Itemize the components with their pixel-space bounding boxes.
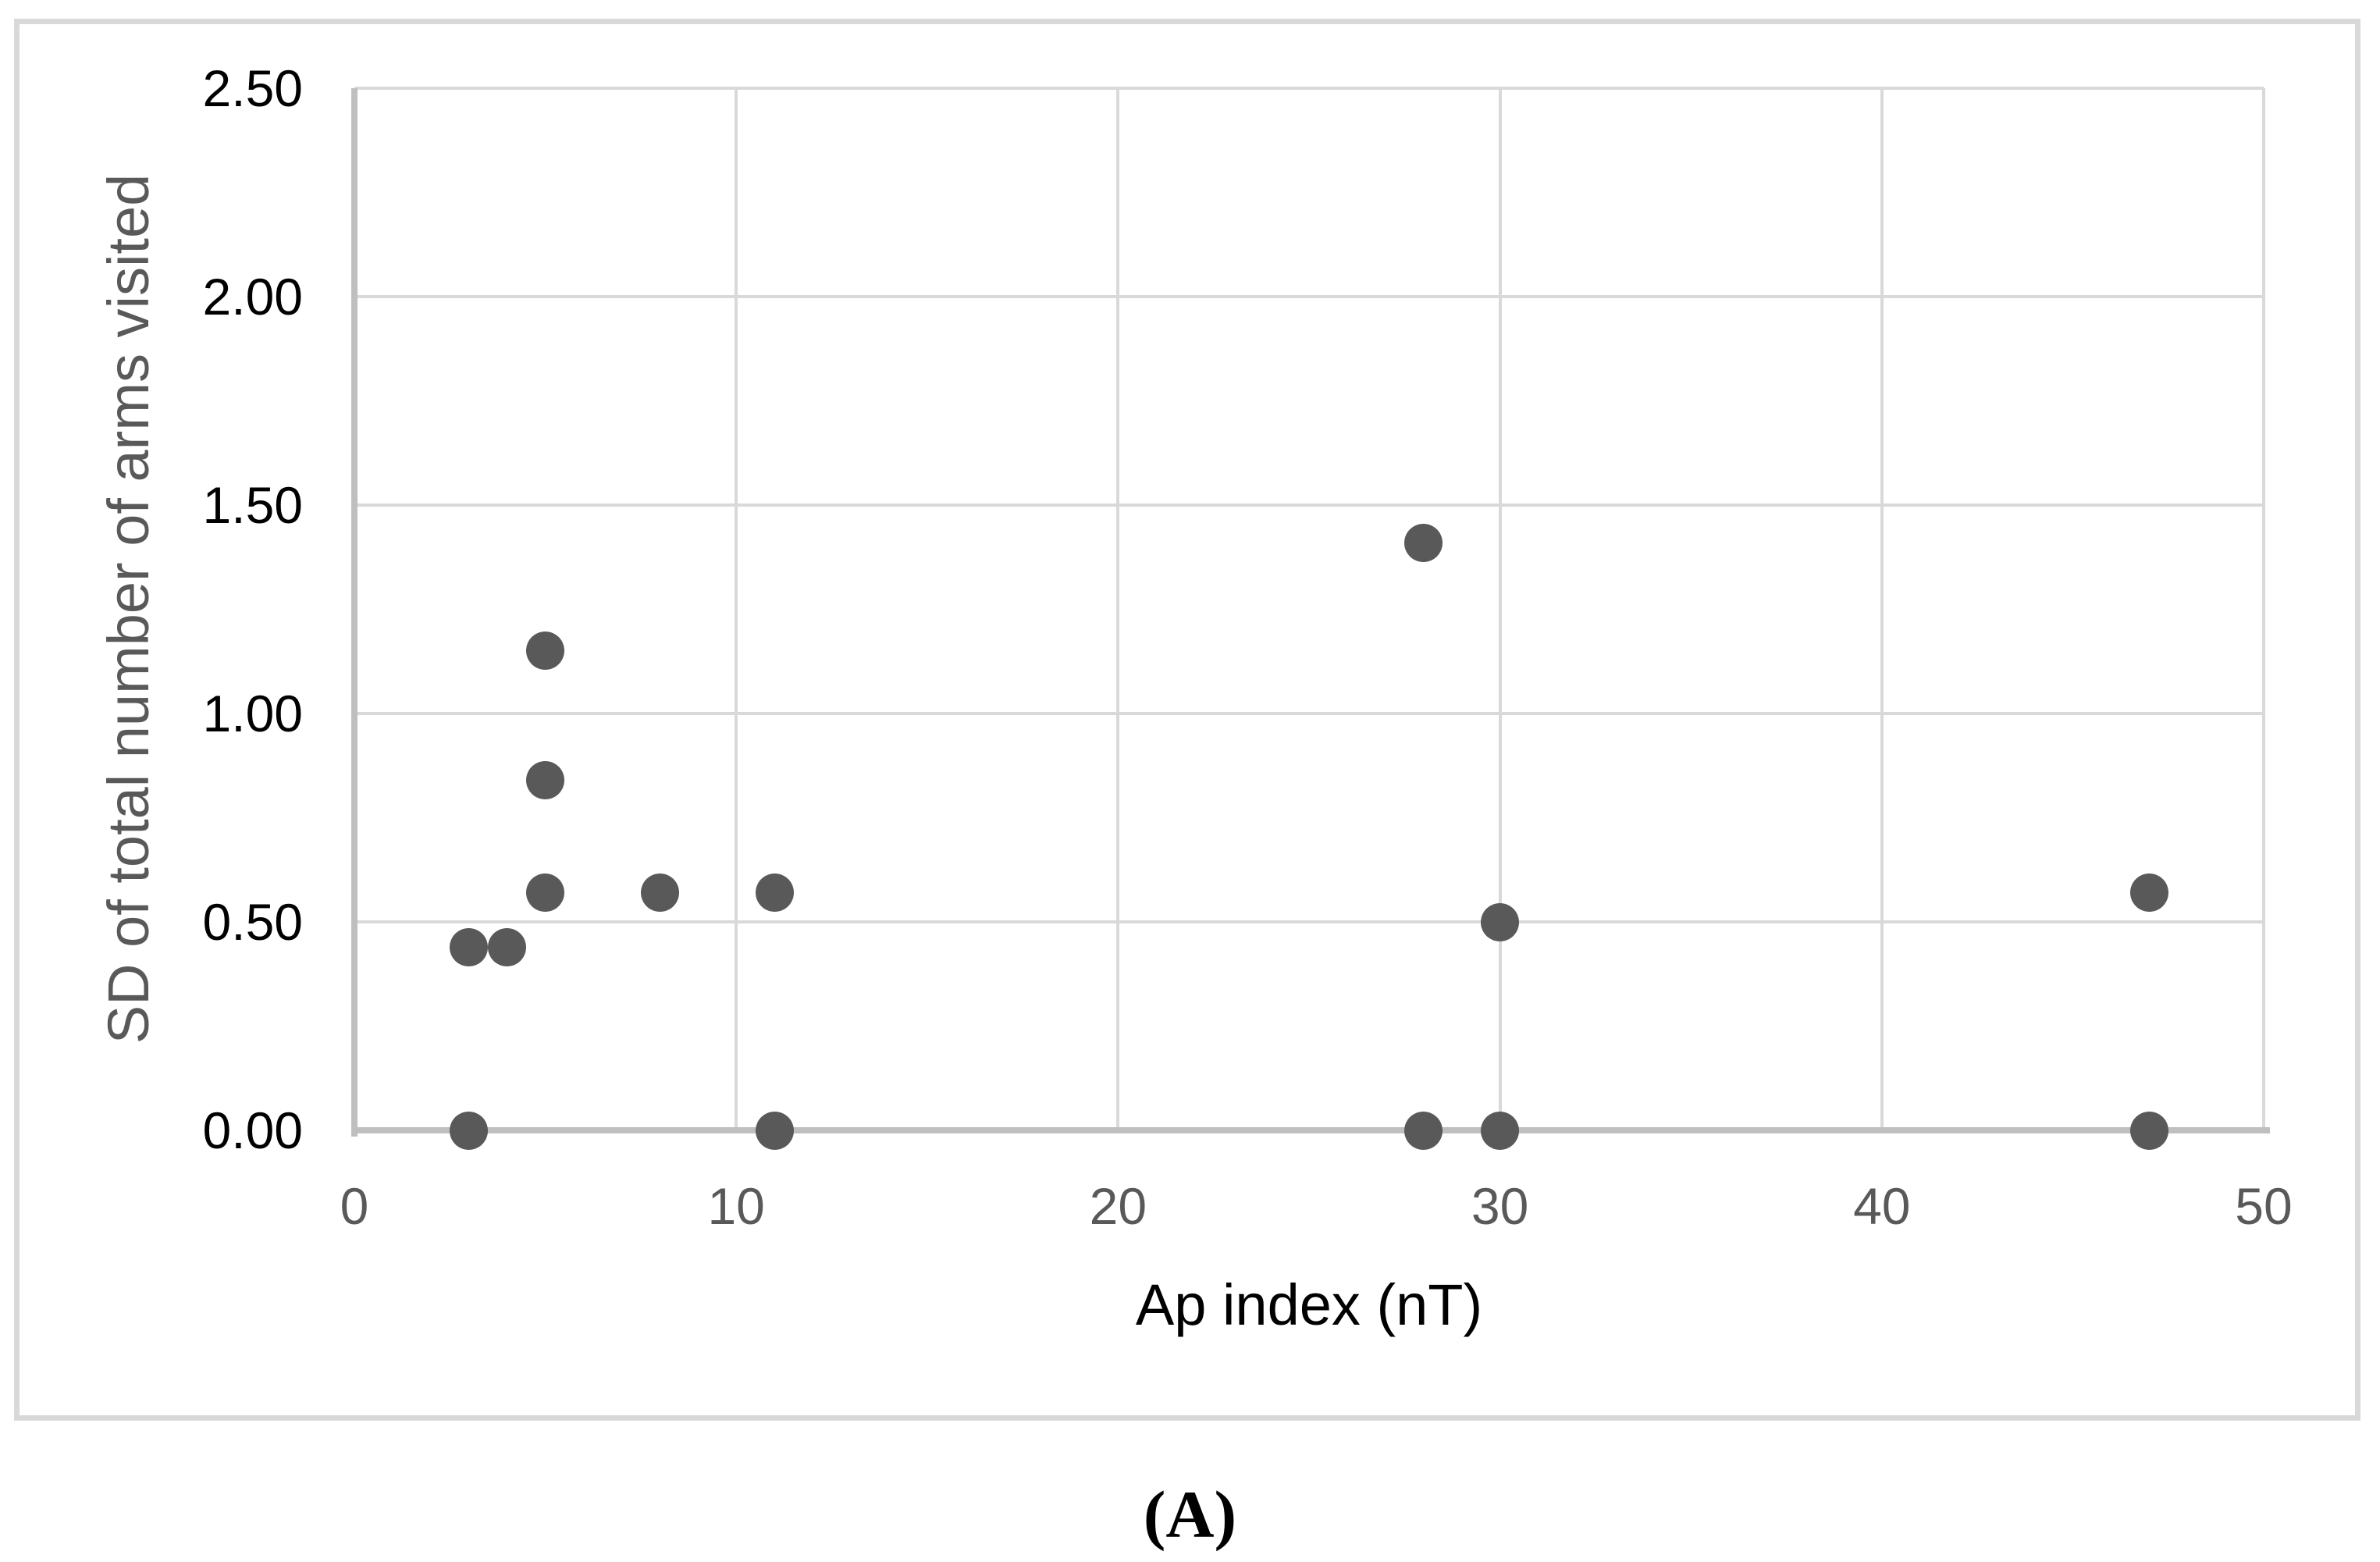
data-point xyxy=(488,927,527,966)
figure-caption: (A) xyxy=(1143,1477,1237,1552)
data-point xyxy=(1404,1111,1443,1150)
data-point xyxy=(1481,902,1520,941)
v-gridline xyxy=(2262,88,2265,1130)
y-tick-label: 1.00 xyxy=(202,685,303,742)
data-point xyxy=(1481,1111,1520,1150)
v-gridline xyxy=(1116,88,1120,1130)
v-gridline xyxy=(735,88,738,1130)
chart-outer-border xyxy=(14,19,2360,1421)
h-gridline xyxy=(354,87,2264,90)
data-point xyxy=(640,874,679,913)
x-tick-label: 40 xyxy=(1853,1177,1911,1235)
h-gridline xyxy=(354,712,2264,715)
data-point xyxy=(526,874,565,913)
x-tick-label: 50 xyxy=(2235,1177,2293,1235)
x-tick-label: 20 xyxy=(1089,1177,1147,1235)
data-point xyxy=(526,632,565,671)
y-axis-line xyxy=(351,88,358,1137)
x-tick-label: 10 xyxy=(707,1177,765,1235)
data-point xyxy=(755,874,794,913)
y-tick-label: 0.00 xyxy=(202,1101,303,1159)
v-gridline xyxy=(1498,88,1502,1130)
y-tick-label: 1.50 xyxy=(202,476,303,534)
data-point xyxy=(755,1111,794,1150)
y-axis-title: SD of total number of arms visited xyxy=(96,173,161,1044)
data-point xyxy=(2129,1111,2168,1150)
data-point xyxy=(450,1111,489,1150)
data-point xyxy=(2129,874,2168,913)
y-tick-label: 2.50 xyxy=(202,59,303,117)
x-tick-label: 30 xyxy=(1471,1177,1529,1235)
data-point xyxy=(1404,523,1443,562)
x-tick-label: 0 xyxy=(340,1177,369,1235)
y-tick-label: 2.00 xyxy=(202,268,303,326)
x-axis-title: Ap index (nT) xyxy=(1135,1272,1483,1337)
x-axis-line xyxy=(351,1127,2270,1133)
data-point xyxy=(450,927,489,966)
data-point xyxy=(526,760,565,799)
h-gridline xyxy=(354,920,2264,923)
v-gridline xyxy=(1880,88,1884,1130)
h-gridline xyxy=(354,295,2264,298)
h-gridline xyxy=(354,503,2264,507)
y-tick-label: 0.50 xyxy=(202,893,303,951)
